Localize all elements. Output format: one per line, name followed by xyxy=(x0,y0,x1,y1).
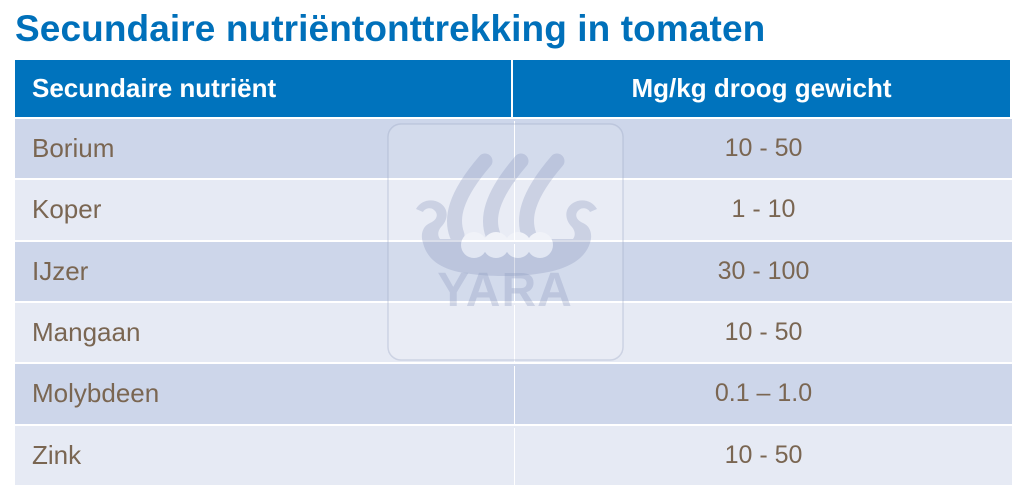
svg-text:YARA: YARA xyxy=(437,264,573,317)
